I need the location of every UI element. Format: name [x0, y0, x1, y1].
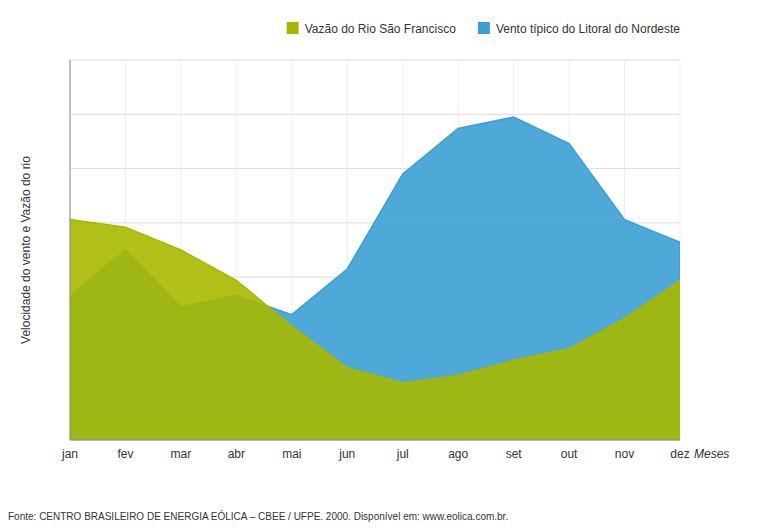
x-tick-label: fev — [117, 447, 133, 461]
grid-line — [70, 114, 680, 115]
x-tick-label: set — [506, 447, 523, 461]
x-tick-label: out — [561, 447, 578, 461]
grid-line — [70, 440, 680, 441]
plot-area — [70, 117, 680, 440]
x-tick-label: dez — [670, 447, 689, 461]
x-tick-label: ago — [448, 447, 468, 461]
area — [70, 220, 680, 440]
grid-line — [70, 168, 680, 169]
footnote: Fonte: CENTRO BRASILEIRO DE ENERGIA EÓLI… — [8, 510, 508, 522]
grid-line — [70, 60, 680, 61]
x-tick-label: mai — [282, 447, 301, 461]
area — [70, 117, 680, 440]
x-tick-label: mar — [171, 447, 192, 461]
y-axis-label: Velocidade do vento e Vazão do rio — [19, 156, 33, 344]
x-tick-label: abr — [228, 447, 245, 461]
grid-line-x — [70, 60, 71, 440]
legend-item: Vazão do Rio São Francisco — [287, 22, 457, 36]
x-tick-label: jun — [338, 447, 355, 461]
legend-label: Vento típico do Litoral do Nordeste — [496, 22, 680, 36]
x-tick-label: jul — [396, 447, 409, 461]
legend-swatch — [478, 22, 490, 34]
legend: Vazão do Rio São Francisco Vento típico d… — [287, 22, 681, 36]
legend-item: Vento típico do Litoral do Nordeste — [478, 22, 680, 36]
x-axis-label: Meses — [694, 447, 729, 461]
chart: jan fev mar abr mai jun jul ago set out nov dez Mese… — [0, 0, 758, 530]
x-tick-label: jan — [61, 447, 78, 461]
legend-label: Vazão do Rio São Francisco — [305, 22, 457, 36]
x-tick-label: nov — [615, 447, 634, 461]
y-axis — [70, 60, 71, 440]
legend-swatch — [287, 22, 299, 34]
x-axis — [70, 440, 680, 441]
